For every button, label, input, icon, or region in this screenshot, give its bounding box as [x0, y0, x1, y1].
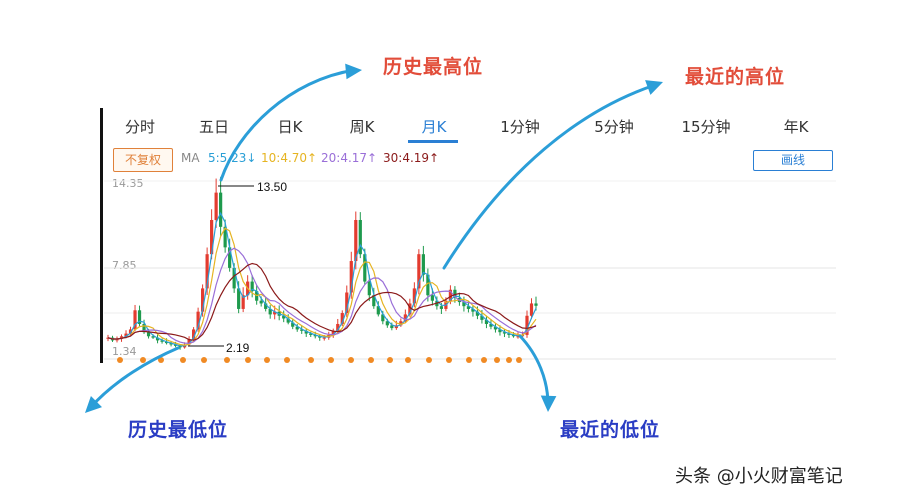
- signal-dot: [446, 357, 452, 363]
- candlestick: [282, 310, 286, 323]
- candlestick: [304, 328, 308, 337]
- candlestick: [300, 325, 304, 334]
- watermark-footer: 头条 @小火财富笔记: [675, 466, 843, 487]
- signal-dot: [201, 357, 207, 363]
- candlestick: [318, 334, 322, 341]
- fuquan-button[interactable]: 不复权: [113, 148, 173, 172]
- tab-5min[interactable]: 5分钟: [594, 118, 634, 136]
- candlestick: [291, 319, 295, 330]
- candlestick: [484, 315, 489, 329]
- candlestick: [137, 305, 142, 327]
- arrow-hist-high: [219, 63, 362, 182]
- signal-dot: [466, 357, 472, 363]
- signal-dot: [426, 357, 432, 363]
- candlestick: [417, 249, 421, 295]
- arrow-recent-high: [442, 80, 663, 270]
- signal-dot: [245, 357, 251, 363]
- tab-rik[interactable]: 日K: [277, 118, 303, 136]
- signal-dot: [140, 357, 146, 363]
- candlestick: [219, 176, 223, 237]
- candlestick: [493, 323, 498, 333]
- ma-toolbar: 不复权 MA 5:5.23↓ 10:4.70↑ 20:4.17↑ 30:4.19…: [113, 148, 843, 172]
- tab-wuri[interactable]: 五日: [198, 118, 230, 136]
- ma10-value: 10:4.70↑: [261, 151, 318, 165]
- candlestick: [390, 322, 394, 331]
- annotation-hist-high: 历史最高位: [383, 56, 484, 78]
- y-tick-mid: 7.85: [112, 259, 137, 272]
- candlestick: [228, 238, 232, 272]
- candlestick: [214, 178, 218, 228]
- signal-dot: [348, 357, 354, 363]
- signal-dot: [387, 357, 393, 363]
- arrow-recent-low: [518, 334, 557, 412]
- signal-dot: [308, 357, 314, 363]
- candlestick: [345, 285, 349, 318]
- candlestick: [471, 305, 475, 317]
- signal-dot: [224, 357, 230, 363]
- candlestick: [295, 324, 299, 332]
- ma10-line: [107, 227, 537, 346]
- tab-fenshi[interactable]: 分时: [124, 118, 156, 136]
- candlestick: [358, 212, 362, 259]
- draw-line-button[interactable]: 画线: [753, 150, 833, 171]
- candlestick: [421, 245, 425, 282]
- period-tabs: 分时 五日 日K 周K 月K 1分钟 5分钟 15分钟 年K: [104, 108, 840, 144]
- ma30-value: 30:4.19↑: [383, 151, 440, 165]
- ma30-line: [107, 262, 537, 341]
- annotation-recent-low: 最近的低位: [560, 419, 661, 441]
- candlestick: [133, 304, 137, 332]
- candlestick: [192, 327, 196, 342]
- max-label: 13.50: [257, 180, 287, 194]
- signal-dot: [368, 357, 374, 363]
- y-tick-top: 14.35: [112, 177, 144, 190]
- signal-dot: [117, 357, 123, 363]
- ma5-line: [107, 211, 537, 347]
- signal-dot: [180, 357, 186, 363]
- signal-dot: [494, 357, 500, 363]
- candlestick: [534, 296, 538, 311]
- tab-zhouk[interactable]: 周K: [349, 118, 375, 136]
- ma20-value: 20:4.17↑: [321, 151, 378, 165]
- signal-dot: [516, 357, 522, 363]
- candlestick: [529, 298, 534, 319]
- candlestick: [502, 328, 507, 338]
- signal-dot: [264, 357, 270, 363]
- tab-yuek[interactable]: 月K: [421, 118, 447, 136]
- annotation-hist-low: 历史最低位: [128, 419, 229, 441]
- arrow-hist-low: [85, 346, 180, 413]
- candlestick: [331, 328, 335, 338]
- tab-15min[interactable]: 15分钟: [681, 118, 731, 136]
- ma-prefix: MA: [181, 151, 200, 165]
- candlestick: [241, 287, 245, 313]
- tab-1min[interactable]: 1分钟: [500, 118, 540, 136]
- chart-left-border: [100, 108, 103, 363]
- candlestick: [372, 287, 376, 309]
- min-label: 2.19: [226, 341, 250, 355]
- candlestick: [525, 310, 529, 338]
- ma20-line: [107, 247, 537, 344]
- tab-niank[interactable]: 年K: [783, 118, 809, 136]
- signal-dot: [328, 357, 334, 363]
- candlestick: [178, 344, 182, 350]
- signal-dot: [405, 357, 411, 363]
- signal-dot: [481, 357, 487, 363]
- y-tick-bottom: 1.34: [112, 345, 137, 358]
- signal-dot: [158, 357, 164, 363]
- active-tab-indicator: [408, 140, 458, 143]
- signal-dot: [506, 357, 512, 363]
- annotation-recent-high: 最近的高位: [685, 66, 786, 88]
- candlestick: [268, 305, 272, 319]
- signal-dot: [284, 357, 290, 363]
